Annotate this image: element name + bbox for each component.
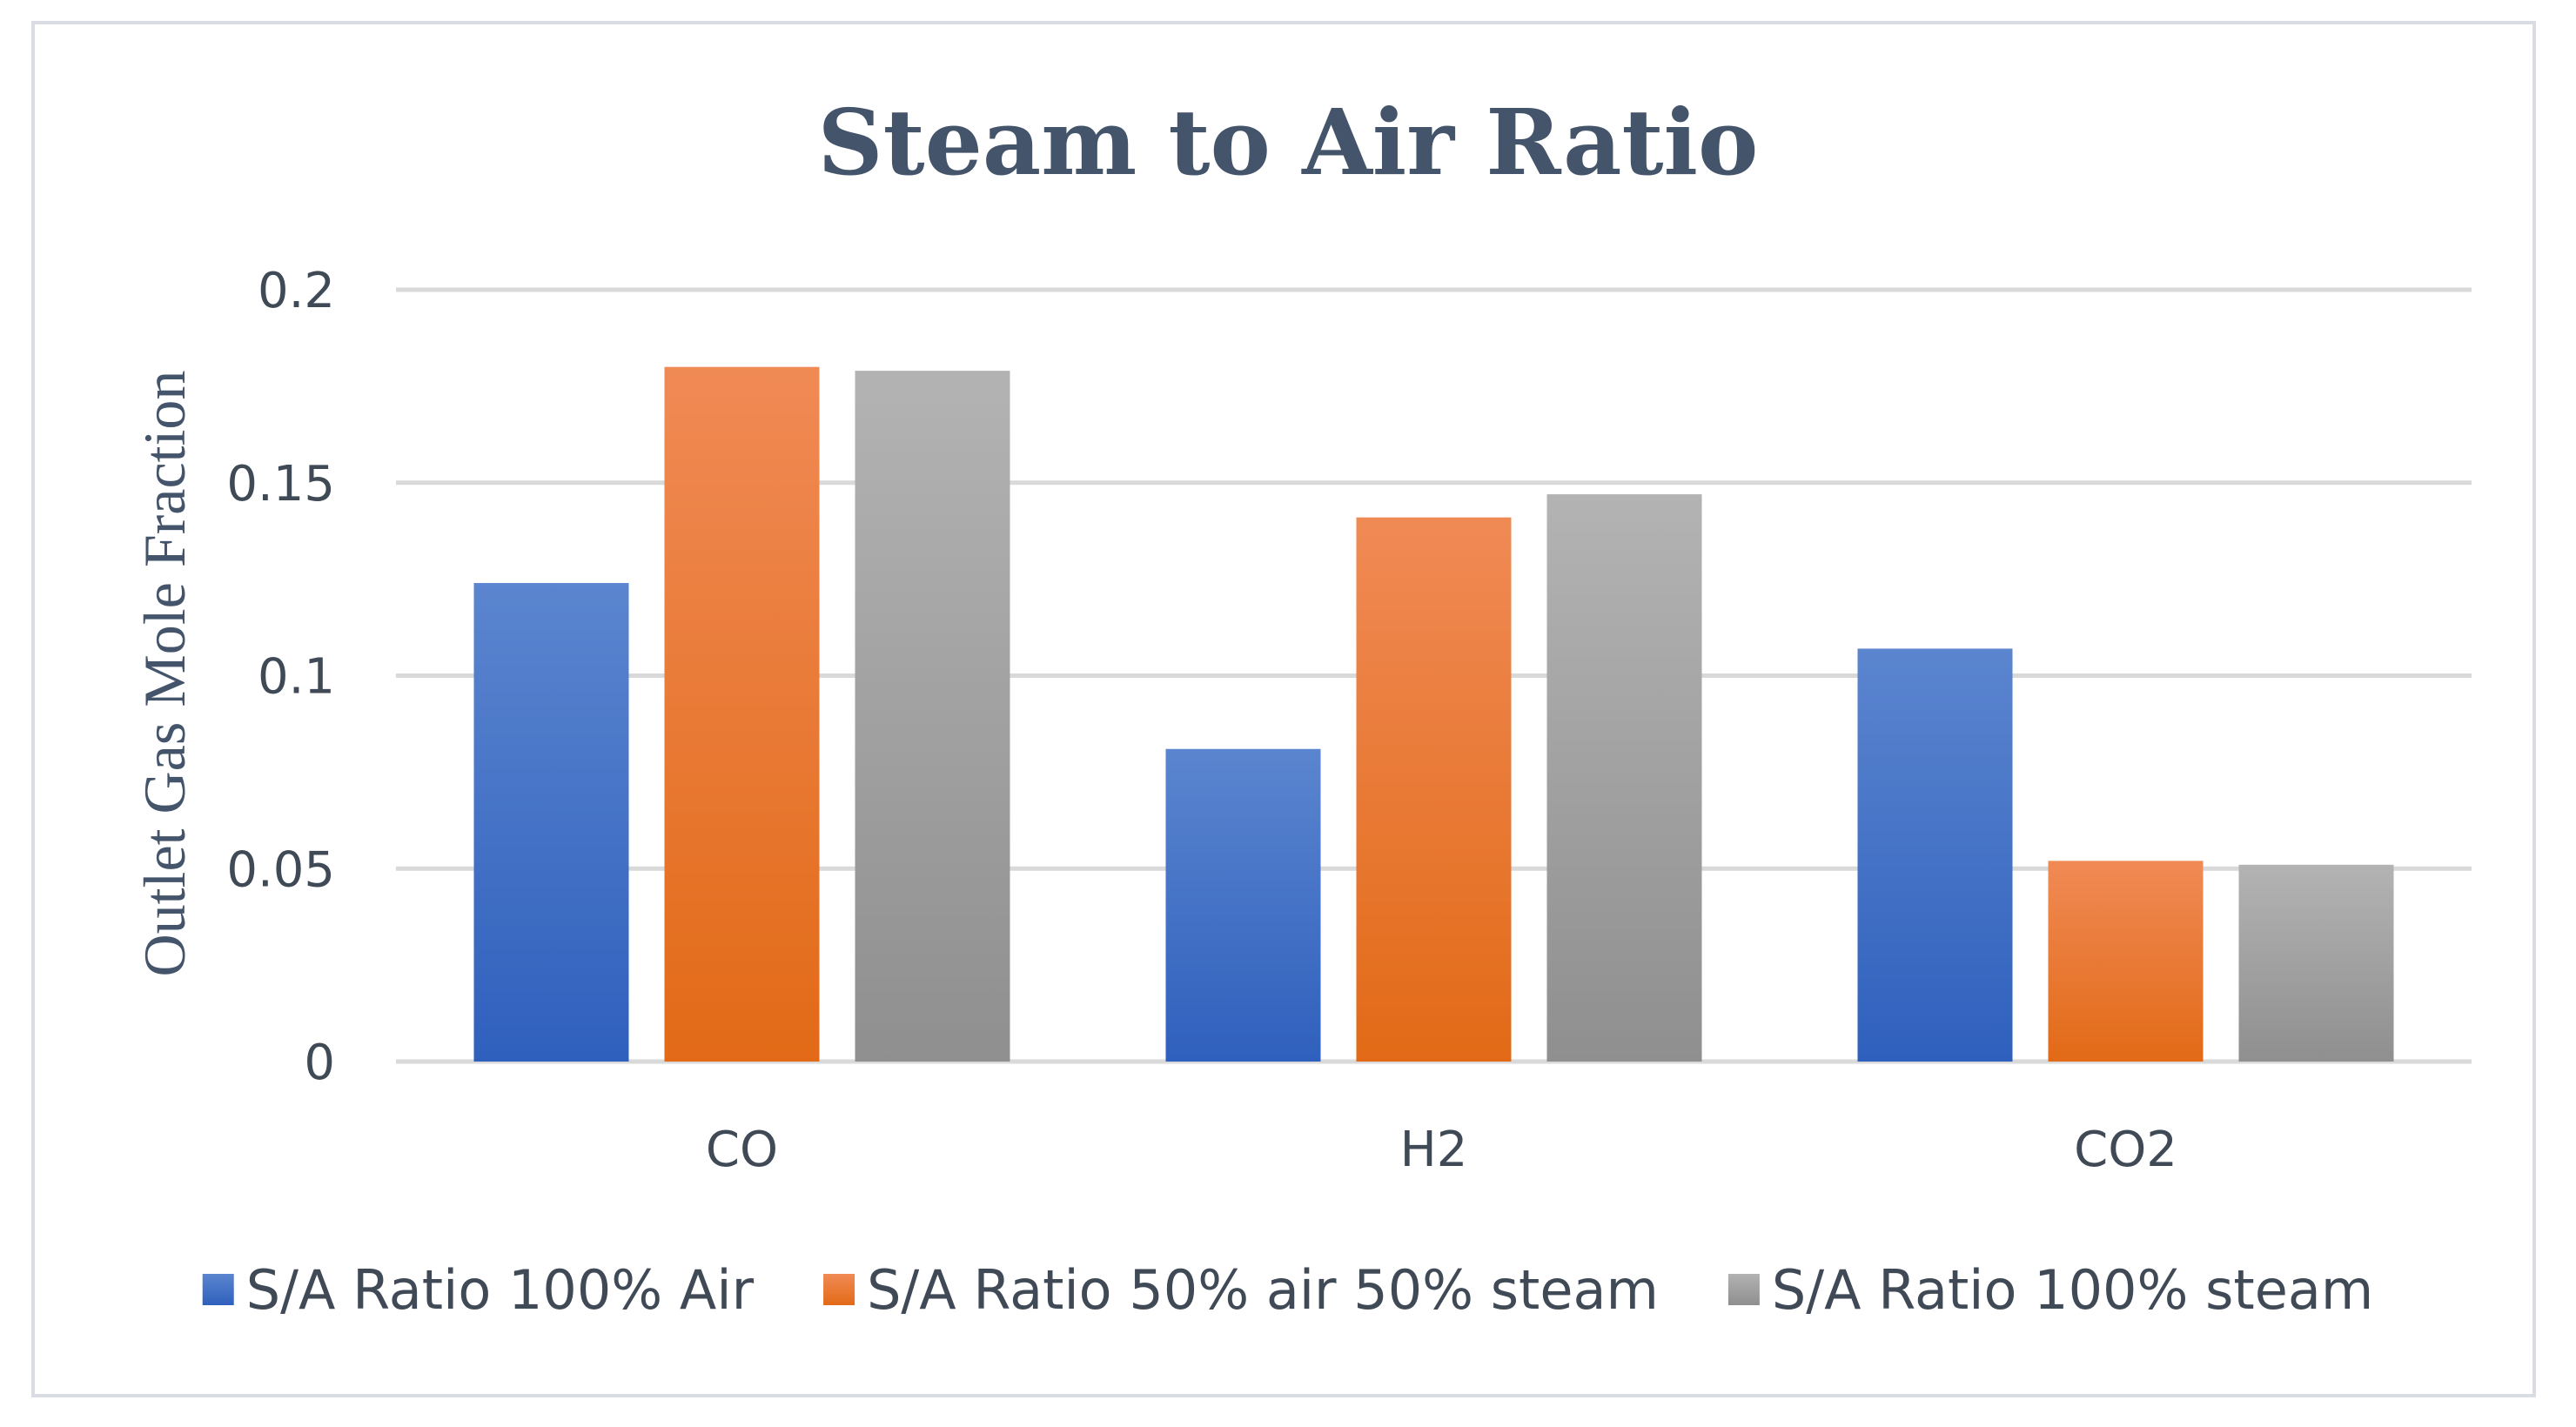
bar-co-series-2 xyxy=(664,366,820,1062)
chart-title: Steam to Air Ratio xyxy=(818,89,1759,196)
legend-label: S/A Ratio 100% steam xyxy=(1772,1258,2373,1322)
bar-co-series-1 xyxy=(473,583,629,1062)
y-axis-ticks: 0 0.05 0.1 0.15 0.2 xyxy=(226,263,335,1091)
y-axis-label: Outlet Gas Mole Fraction xyxy=(131,371,198,977)
x-axis-categories: CO H2 CO2 xyxy=(706,1122,2177,1178)
y-tick-label: 0.1 xyxy=(258,649,335,706)
bar-co2-series-1 xyxy=(1857,648,2013,1062)
bars xyxy=(473,366,2394,1062)
legend-swatch xyxy=(202,1274,234,1305)
x-category-label: H2 xyxy=(1400,1122,1468,1178)
bar-h2-series-2 xyxy=(1356,517,1512,1062)
y-tick-label: 0.05 xyxy=(226,841,335,898)
legend-label: S/A Ratio 50% air 50% steam xyxy=(867,1258,1659,1322)
x-category-label: CO2 xyxy=(2074,1122,2177,1178)
legend-label: S/A Ratio 100% Air xyxy=(246,1258,755,1322)
legend-item: S/A Ratio 100% Air xyxy=(202,1258,755,1322)
x-category-label: CO xyxy=(706,1122,778,1178)
legend: S/A Ratio 100% Air S/A Ratio 50% air 50% … xyxy=(202,1258,2373,1322)
bar-co2-series-2 xyxy=(2048,861,2204,1062)
bar-co-series-3 xyxy=(855,371,1010,1062)
legend-swatch xyxy=(1727,1274,1760,1305)
bar-co2-series-3 xyxy=(2238,864,2394,1062)
bar-h2-series-3 xyxy=(1546,494,1702,1062)
legend-item: S/A Ratio 100% steam xyxy=(1727,1258,2373,1322)
bar-h2-series-1 xyxy=(1165,748,1321,1062)
y-tick-label: 0 xyxy=(304,1035,335,1091)
y-tick-label: 0.15 xyxy=(226,456,335,513)
chart-frame xyxy=(31,21,2536,1397)
legend-item: S/A Ratio 50% air 50% steam xyxy=(823,1258,1659,1322)
y-tick-label: 0.2 xyxy=(258,263,335,319)
legend-swatch xyxy=(823,1274,855,1305)
